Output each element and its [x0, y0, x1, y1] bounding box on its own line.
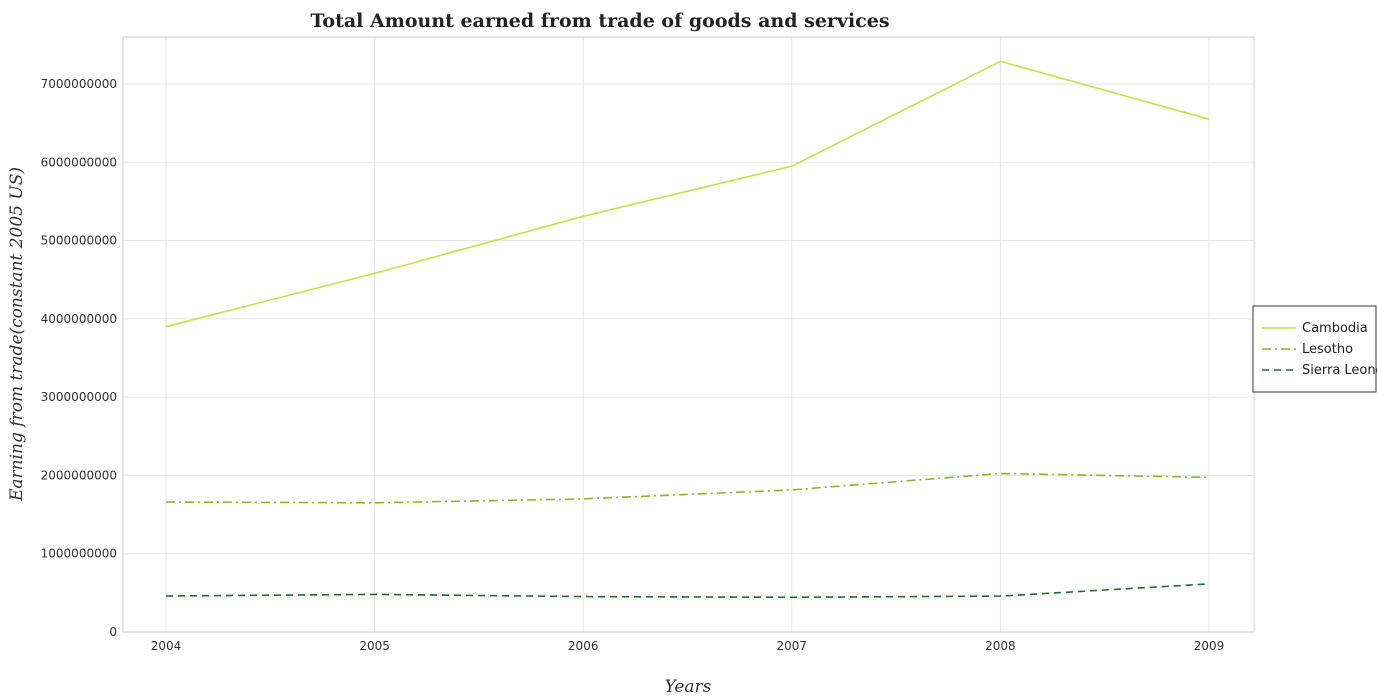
y-tick-label: 3000000000 [41, 390, 117, 404]
series-line-sierra-leone [165, 583, 1210, 599]
series-line-cambodia [165, 60, 1210, 328]
y-axis-label: Earning from trade(constant 2005 US) [7, 167, 27, 502]
x-tick-label: 2004 [151, 639, 182, 653]
x-tick-label: 2009 [1194, 639, 1225, 653]
series-lines [165, 60, 1210, 599]
x-axis-ticks: 2004 2005 2006 2007 2008 2009 [151, 639, 1225, 653]
x-tick-label: 2006 [568, 639, 599, 653]
y-tick-label: 7000000000 [41, 77, 117, 91]
legend-label: Sierra Leone [1302, 363, 1377, 378]
x-tick-label: 2005 [359, 639, 390, 653]
grid [123, 37, 1254, 633]
y-tick-label: 2000000000 [41, 468, 117, 482]
x-axis-label: Years [665, 677, 712, 697]
y-tick-label: 1000000000 [41, 547, 117, 561]
x-tick-label: 2007 [777, 639, 808, 653]
legend-box [1252, 305, 1377, 393]
y-tick-label: 4000000000 [41, 312, 117, 326]
chart-title: Total Amount earned from trade of goods … [310, 10, 889, 32]
plot-frame [122, 36, 1255, 633]
y-tick-label: 6000000000 [41, 155, 117, 169]
y-tick-label: 0 [109, 625, 117, 639]
y-tick-label: 5000000000 [41, 234, 117, 248]
legend: Cambodia Lesotho Sierra Leone [1252, 305, 1377, 393]
series-line-lesotho [165, 472, 1210, 504]
legend-label: Cambodia [1302, 321, 1368, 336]
legend-label: Lesotho [1302, 342, 1353, 357]
x-tick-label: 2008 [985, 639, 1016, 653]
y-axis-ticks: 0 1000000000 2000000000 3000000000 400000000… [41, 77, 117, 639]
